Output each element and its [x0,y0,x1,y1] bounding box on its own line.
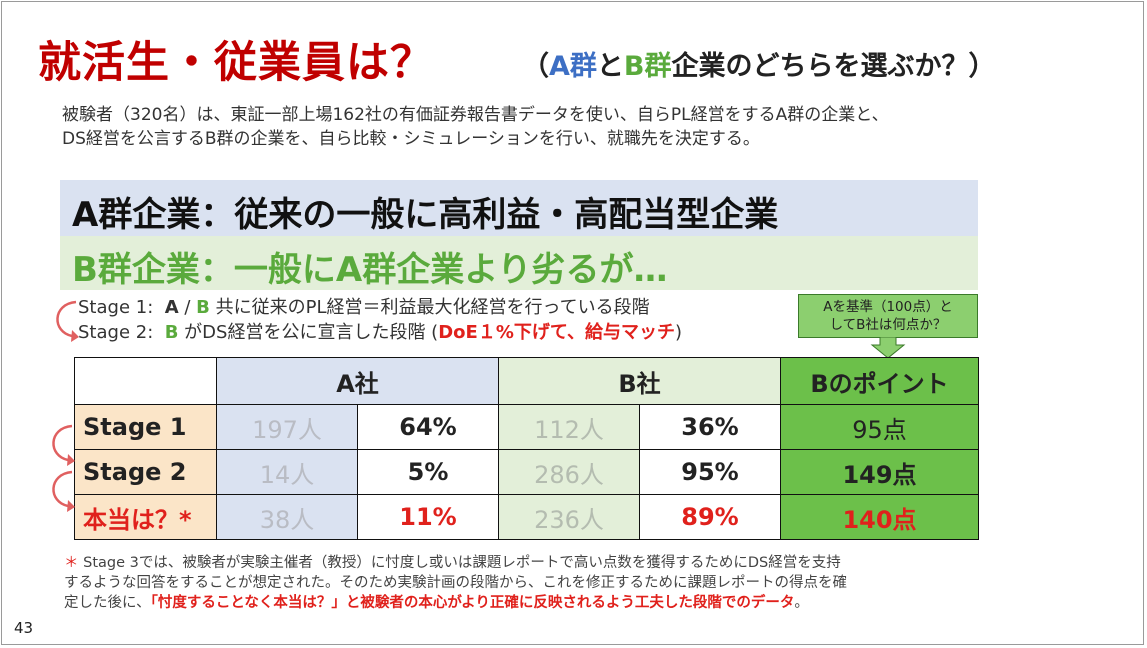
footnote-line-3-pre: 定した後に、 [64,595,151,611]
callout-down-arrow-icon [870,337,906,359]
subtitle-open: （ [522,51,549,82]
stage-1-description: Stage 1: A / B 共に従来のPL経営＝利益最大化経営を行っている段階 [78,293,650,319]
b-point: 95点 [780,404,979,450]
slide-subtitle: （A群とB群企業のどちらを選ぶか？） [522,44,996,83]
stage-1-text: 共に従来のPL経営＝利益最大化経営を行っている段階 [209,297,650,318]
slide-title: 就活生・従業員は？ [38,38,434,88]
footnote-line-3-post: 。 [794,595,809,611]
footnote-line-2: するような回答をすることが想定された。そのため実験計画の段階から、これを修正する… [64,575,847,591]
callout-line-2: してB社は何点か？ [829,317,947,333]
table-header-row: A社 B社 Bのポイント [74,357,979,405]
a-percent: 5% [357,449,499,495]
a-count: 38人 [216,494,358,540]
header-company-a: A社 [216,357,499,405]
stage-2-close: ) [674,322,682,343]
stage-2-highlight: DoE１%下げて、給与マッチ [438,322,675,343]
row-label-stage-2: Stage 2 [74,449,217,495]
intro-line-1: 被験者（320名）は、東証一部上場162社の有価証券報告書データを使い、自らPL… [62,105,889,125]
b-percent: 36% [639,404,781,450]
b-percent: 95% [639,449,781,495]
table-row: Stage 2 14人 5% 286人 95% 149点 [74,449,979,495]
subtitle-rest: 企業のどちらを選ぶか？） [671,51,996,82]
stage-2-description: Stage 2: B がDS経営を公に宣言した段階 (DoE１%下げて、給与マッ… [78,318,682,344]
group-a-band: A群企業：従来の一般に高利益・高配当型企業 [60,180,978,236]
subtitle-group-a: A群 [549,51,597,82]
a-percent: 64% [357,404,499,450]
table-row: 本当は？* 38人 11% 236人 89% 140点 [74,494,979,540]
row-transition-arrow-icon [52,470,75,512]
footnote-line-3: 定した後に、「忖度することなく本当は？」と被験者の本心がより正確に反映されるよう… [64,593,847,613]
footnote-line-1: ＊ Stage 3では、被験者が実験主催者（教授）に忖度し或いは課題レポートで高… [64,553,847,573]
group-b-description: B群企業：一般にA群企業より劣るが… [72,250,668,290]
stage-2-b: B [164,322,179,343]
a-percent: 11% [357,494,499,540]
footnote-asterisk: ＊ [64,555,79,571]
b-percent: 89% [639,494,781,540]
table-row: Stage 1 197人 64% 112人 36% 95点 [74,404,979,450]
subtitle-mid: と [596,51,624,82]
page-number: 43 [14,619,34,637]
stage-1-sep: / [178,297,197,318]
stage-2-text: がDS経営を公に宣言した段階 ( [178,322,439,343]
intro-text: 被験者（320名）は、東証一部上場162社の有価証券報告書データを使い、自らPL… [62,103,889,151]
row-label-true: 本当は？* [74,494,217,540]
group-b-band: B群企業：一般にA群企業より劣るが… [60,236,978,290]
stage-transition-arrow-icon [56,300,79,342]
row-transition-arrow-icon [52,424,75,466]
footnote: ＊ Stage 3では、被験者が実験主催者（教授）に忖度し或いは課題レポートで高… [64,553,847,613]
a-count: 197人 [216,404,358,450]
footnote-line-3-highlight: 「忖度することなく本当は？」と被験者の本心がより正確に反映されるよう工夫した段階… [150,595,795,611]
stage-1-a: A [164,297,179,318]
header-b-point: Bのポイント [780,357,979,405]
b-count: 286人 [498,449,640,495]
b-count: 236人 [498,494,640,540]
callout-line-1: Aを基準（100点）と [823,299,953,315]
a-count: 14人 [216,449,358,495]
b-point: 140点 [780,494,979,540]
stage-1-b: B [196,297,210,318]
b-point: 149点 [780,449,979,495]
intro-line-2: DS経営を公言するB群の企業を、自ら比較・シミュレーションを行い、就職先を決定す… [62,129,760,149]
stage-1-label: Stage 1: [78,297,154,318]
results-table: A社 B社 Bのポイント Stage 1 197人 64% 112人 36% 9… [74,357,979,540]
footnote-text-1: Stage 3では、被験者が実験主催者（教授）に忖度し或いは課題レポートで高い点… [78,555,841,571]
point-callout: Aを基準（100点）と してB社は何点か？ [798,294,978,338]
stage-2-label: Stage 2: [78,322,154,343]
header-company-b: B社 [498,357,781,405]
b-count: 112人 [498,404,640,450]
row-label-stage-1: Stage 1 [74,404,217,450]
subtitle-group-b: B群 [623,51,672,82]
header-empty-cell [74,357,217,405]
group-a-description: A群企業：従来の一般に高利益・高配当型企業 [72,195,779,235]
